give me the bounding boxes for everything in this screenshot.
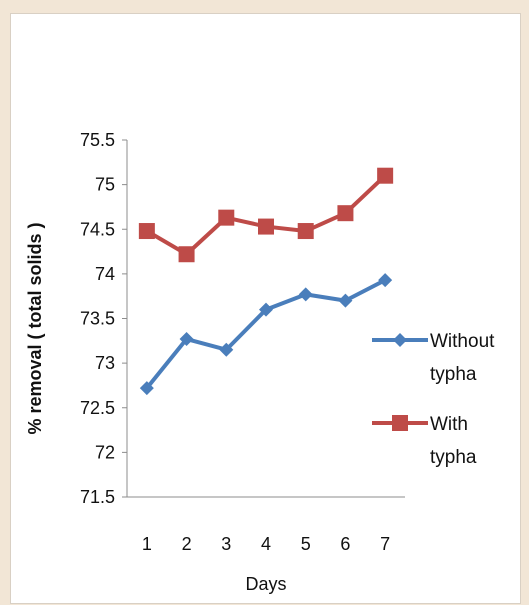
x-axis-ticks: 1 2 3 4 5 6 7 bbox=[142, 534, 390, 554]
y-tick-label: 72.5 bbox=[80, 398, 115, 418]
legend-marker bbox=[392, 415, 408, 431]
y-tick-label: 75 bbox=[95, 175, 115, 195]
data-point bbox=[338, 293, 353, 308]
x-axis-title: Days bbox=[245, 574, 286, 594]
x-tick-label: 6 bbox=[340, 534, 350, 554]
legend-label: With bbox=[430, 414, 468, 435]
legend-item: With typha bbox=[372, 414, 477, 468]
y-tick-label: 73 bbox=[95, 353, 115, 373]
x-tick-label: 5 bbox=[301, 534, 311, 554]
x-tick-label: 1 bbox=[142, 534, 152, 554]
legend-label: typha bbox=[430, 364, 477, 385]
y-axis-ticks: 71.5 72 72.5 73 73.5 74 74.5 75 75.5 bbox=[80, 130, 127, 507]
series-2 bbox=[138, 167, 394, 263]
data-point bbox=[178, 246, 195, 263]
y-tick-label: 74 bbox=[95, 264, 115, 284]
data-point bbox=[138, 223, 155, 240]
data-point bbox=[297, 223, 314, 240]
legend: Without typha With typha bbox=[372, 331, 495, 468]
y-tick-label: 73.5 bbox=[80, 309, 115, 329]
legend-item: Without typha bbox=[372, 331, 495, 385]
data-point bbox=[378, 273, 393, 288]
legend-marker bbox=[393, 333, 407, 347]
data-point bbox=[298, 287, 313, 302]
data-point bbox=[218, 209, 235, 226]
series-1 bbox=[139, 273, 393, 396]
y-tick-label: 71.5 bbox=[80, 487, 115, 507]
legend-label: Without bbox=[430, 331, 495, 352]
x-tick-label: 4 bbox=[261, 534, 271, 554]
legend-label: typha bbox=[430, 447, 477, 468]
data-point bbox=[179, 332, 194, 347]
data-point bbox=[219, 342, 234, 357]
x-tick-label: 3 bbox=[221, 534, 231, 554]
data-point bbox=[139, 381, 154, 396]
data-point bbox=[259, 302, 273, 317]
data-point bbox=[258, 218, 274, 235]
y-tick-label: 74.5 bbox=[80, 219, 115, 239]
series-layer bbox=[138, 167, 394, 396]
x-tick-label: 7 bbox=[380, 534, 390, 554]
x-tick-label: 2 bbox=[182, 534, 192, 554]
y-axis-title: % removal ( total solids ) bbox=[25, 222, 45, 434]
data-point bbox=[377, 167, 394, 184]
series-line bbox=[145, 278, 387, 390]
y-tick-label: 72 bbox=[95, 442, 115, 462]
data-point bbox=[337, 205, 354, 222]
y-tick-label: 75.5 bbox=[80, 130, 115, 150]
